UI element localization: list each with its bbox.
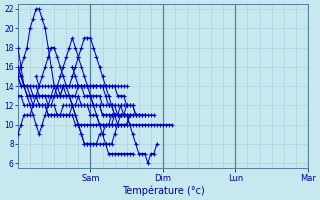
X-axis label: Température (°c): Température (°c) bbox=[122, 185, 204, 196]
